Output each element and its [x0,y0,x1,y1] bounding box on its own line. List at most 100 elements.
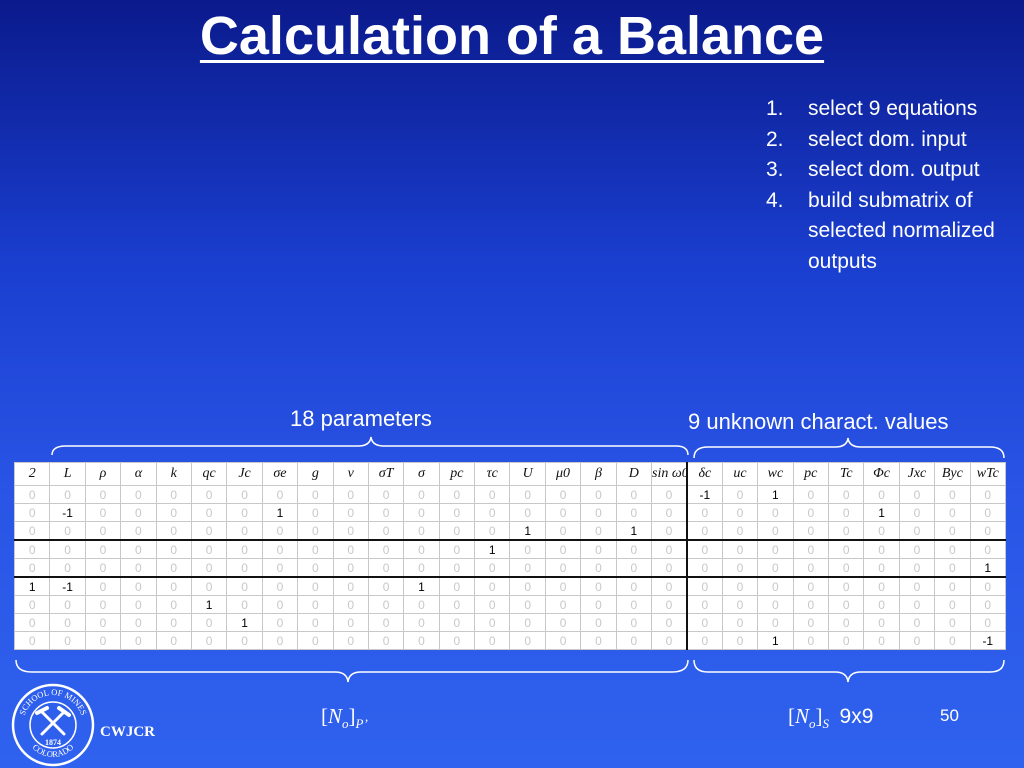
matrix-cell: 0 [509,539,546,559]
matrix-cell: 0 [509,595,546,614]
unknowns-bottom-brace [693,659,1005,683]
matrix-cell: 1 [757,485,794,504]
matrix-cell: 0 [580,558,617,578]
matrix-cell: 0 [580,503,617,522]
matrix-cell: 0 [898,631,936,650]
matrix-cell: 0 [438,576,476,596]
matrix-cell: 0 [792,631,829,650]
matrix-cell: 0 [863,631,900,650]
matrix-column-header: σT [367,462,405,486]
matrix-cell: 0 [827,631,865,650]
colorado-school-of-mines-seal: SCHOOL OF MINES COLORADO 1874 [11,683,95,767]
matrix-cell: 0 [898,576,936,596]
parameters-label: 18 parameters [290,406,432,431]
matrix-row: 0 -1 0 0 0 0 0 1 0 0 0 0 0 0 0 0 0 0 0 0 0 0 0 0 1 0 0 0 [13,503,1007,522]
matrix-cell: 0 [332,539,369,559]
matrix-cell: 0 [721,613,759,632]
matrix-cell: 0 [120,631,157,650]
matrix-cell: 0 [297,503,334,522]
matrix-body: 0 0 0 0 0 0 0 0 0 0 0 0 0 0 0 0 0 0 0 -1 0 1 0 0 0 0 0 0 0 -1 0 0 0 0 0 1 0 0… [13,485,1007,650]
matrix-cell: 0 [297,558,334,578]
matrix-cell: 0 [651,539,688,559]
pickaxe-hammer-icon [35,706,71,736]
matrix-cell: 0 [226,485,263,504]
matrix-cell: 0 [84,576,122,596]
matrix-cell: 0 [792,595,829,614]
matrix-cell: 0 [13,613,51,632]
matrix-cell: 0 [155,576,192,596]
matrix-cell: 1 [615,521,653,541]
matrix-cell: 0 [190,558,228,578]
matrix-cell: 0 [84,558,122,578]
matrix-cell: 0 [403,485,440,504]
matrix-cell: 0 [438,521,476,541]
matrix-cell: 0 [367,521,405,541]
matrix-cell: 0 [509,576,546,596]
np-subscript: P’ [355,716,368,732]
matrix-cell: 0 [332,521,369,541]
matrix-cell: 0 [403,595,440,614]
matrix-cell: 0 [49,539,86,559]
matrix-cell: 0 [721,576,759,596]
matrix-cell: 1 [261,503,299,522]
matrix-cell: 0 [49,595,86,614]
matrix-cell: 0 [792,503,829,522]
matrix-cell: 0 [474,521,511,541]
matrix-cell: 0 [403,521,440,541]
matrix-cell: 0 [544,558,582,578]
matrix-cell: 0 [863,521,900,541]
matrix-cell: 0 [297,485,334,504]
step-text: select 9 equations [808,97,978,120]
matrix-cell: 0 [474,503,511,522]
matrix-cell: 0 [685,631,723,650]
matrix-cell: 0 [367,576,405,596]
matrix-column-header: ν [332,462,369,486]
matrix-cell: 0 [544,631,582,650]
matrix-cell: 0 [120,595,157,614]
matrix-column-header: Byc [934,462,971,486]
matrix-cell: 0 [49,521,86,541]
step-number: 2. [766,127,784,151]
matrix-cell: 0 [190,576,228,596]
matrix-cell: 0 [863,485,900,504]
matrix-cell: 0 [757,521,794,541]
matrix-cell: 0 [969,595,1007,614]
matrix-cell: 0 [332,631,369,650]
matrix-cell: 0 [898,485,936,504]
matrix-cell: 0 [332,503,369,522]
matrix-cell: 0 [721,485,759,504]
matrix-cell: 0 [226,539,263,559]
matrix-column-header: τc [474,462,511,486]
matrix-cell: 0 [685,539,723,559]
matrix-cell: 0 [474,631,511,650]
step-text: select dom. output [808,158,980,181]
matrix-cell: 0 [297,631,334,650]
matrix-column-header: L [49,462,86,486]
matrix-cell: 0 [685,613,723,632]
matrix-column-header: k [155,462,192,486]
matrix-cell: 1 [13,576,51,596]
matrix-cell: 0 [757,539,794,559]
matrix-cell: 0 [792,485,829,504]
matrix-cell: 0 [261,613,299,632]
matrix-cell: 0 [332,595,369,614]
matrix-cell: 0 [120,485,157,504]
matrix-cell: 0 [120,539,157,559]
matrix-cell: 0 [685,503,723,522]
matrix-cell: 0 [580,631,617,650]
matrix-cell: 0 [615,558,653,578]
matrix-cell: 0 [580,485,617,504]
matrix-cell: 0 [544,503,582,522]
matrix-cell: 1 [509,521,546,541]
matrix-cell: 0 [438,631,476,650]
ns-symbol: N [795,704,810,728]
matrix-cell: 0 [934,613,971,632]
matrix-cell: 0 [438,539,476,559]
step-text: select dom. input [808,127,967,151]
matrix-ns-label: [No]S 9x9 [788,704,874,732]
matrix-column-header: pc [438,462,476,486]
matrix-cell: 0 [49,613,86,632]
